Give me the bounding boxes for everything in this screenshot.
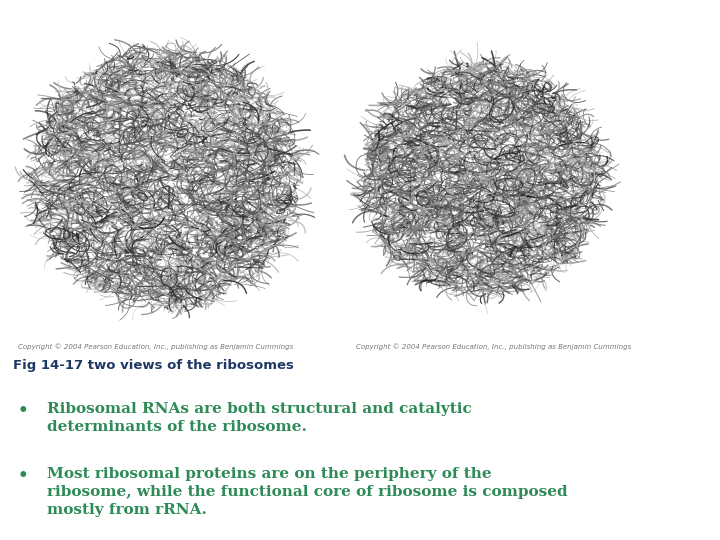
Text: •: • <box>18 467 29 485</box>
Text: Ribosomal RNAs are both structural and catalytic
determinants of the ribosome.: Ribosomal RNAs are both structural and c… <box>47 402 472 434</box>
Text: •: • <box>18 402 29 420</box>
Text: Fig 14-17 two views of the ribosomes: Fig 14-17 two views of the ribosomes <box>13 359 294 372</box>
Text: Copyright © 2004 Pearson Education, Inc., publishing as Benjamin Cummings: Copyright © 2004 Pearson Education, Inc.… <box>356 343 631 349</box>
Text: Most ribosomal proteins are on the periphery of the
ribosome, while the function: Most ribosomal proteins are on the perip… <box>47 467 567 517</box>
Text: Copyright © 2004 Pearson Education, Inc., publishing as Benjamin Cummings: Copyright © 2004 Pearson Education, Inc.… <box>18 343 293 349</box>
